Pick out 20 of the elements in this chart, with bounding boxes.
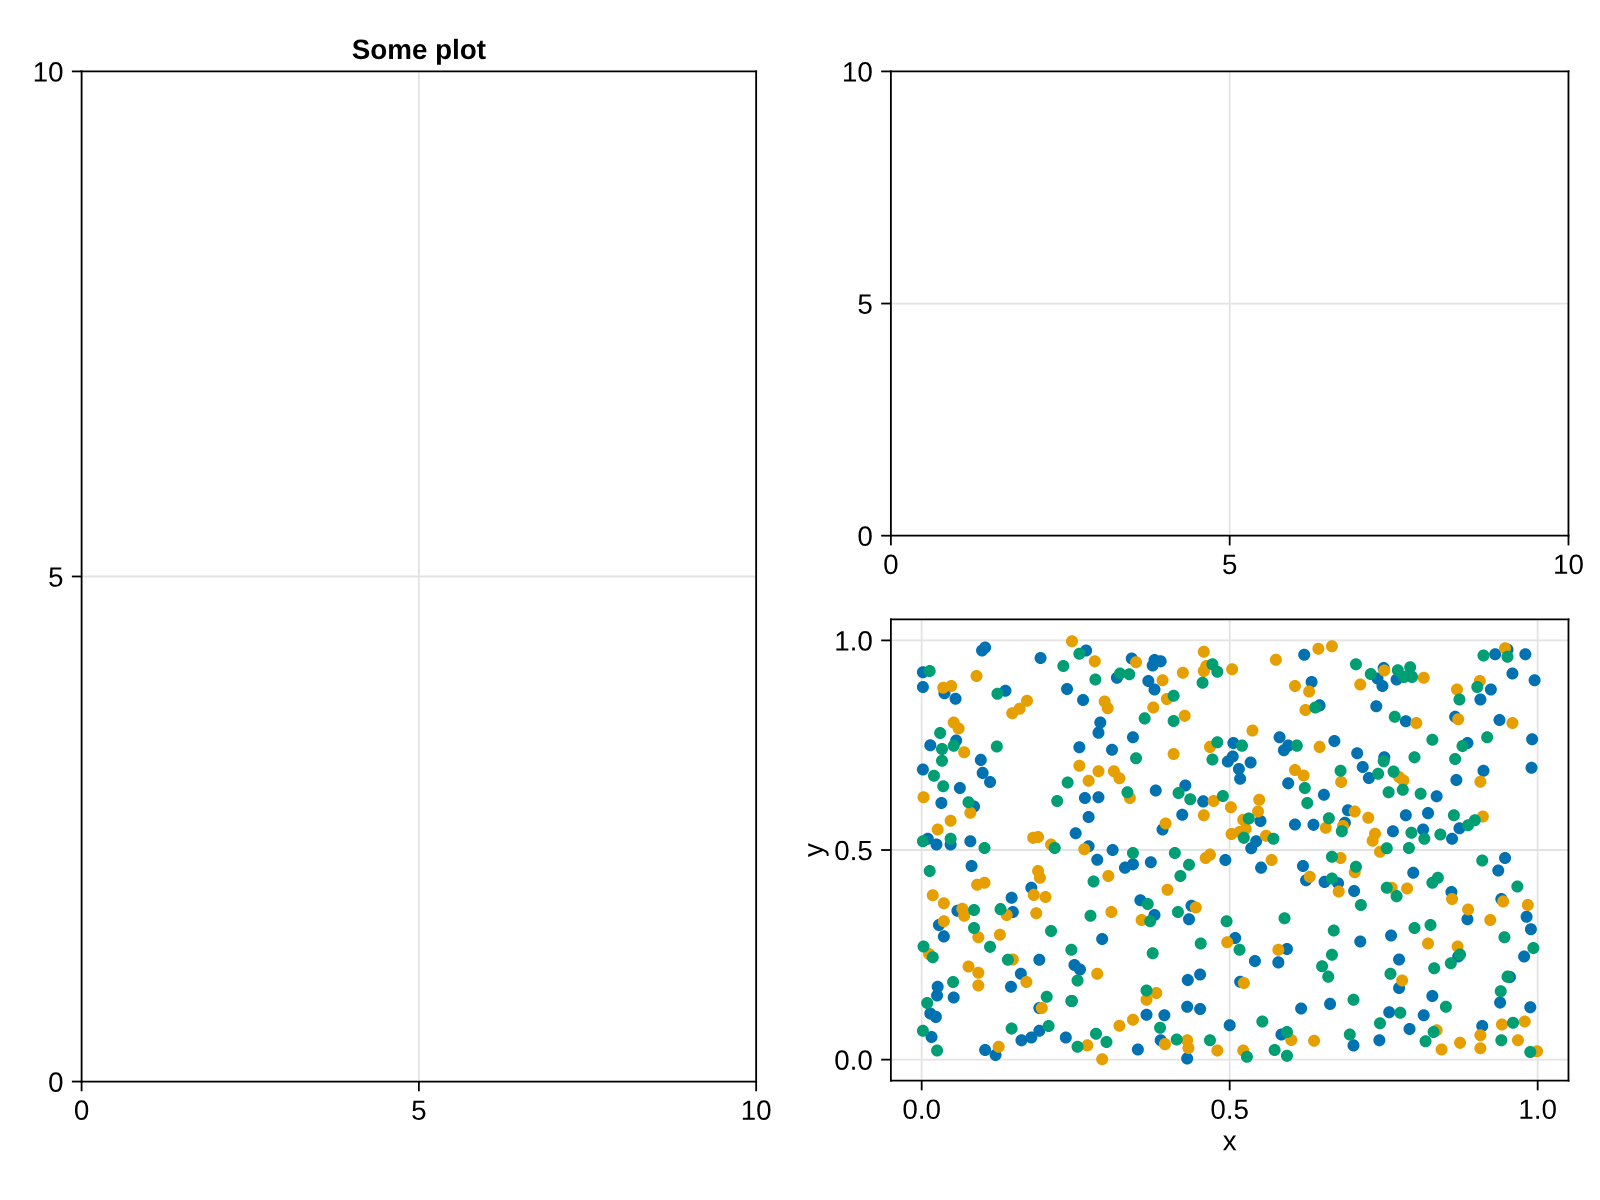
y-tick-label: 0: [49, 1072, 63, 1092]
x-tick-label: 10: [1555, 554, 1583, 575]
y-axis-title: y: [808, 843, 829, 857]
x-tick-label: 0: [74, 1100, 89, 1121]
y-tick-label: 10: [34, 62, 63, 82]
x-tick-label: 1.0: [1520, 1099, 1556, 1120]
x-tick-label: 0.0: [903, 1099, 940, 1120]
x-tick-label: 5: [1223, 554, 1237, 575]
y-tick-label: 1.0: [836, 631, 872, 651]
chart-title: Some plot: [352, 38, 486, 65]
x-axis-title: x: [1223, 1135, 1237, 1151]
y-tick-label: 0.5: [835, 840, 872, 861]
x-tick-label: 10: [742, 1100, 771, 1121]
x-tick-label: 0: [884, 554, 898, 575]
y-tick-label: 0.0: [835, 1050, 872, 1070]
x-tick-label: 5: [412, 1100, 426, 1121]
y-tick-label: 5: [858, 294, 872, 314]
y-tick-label: 0: [858, 526, 872, 547]
x-tick-label: 0.5: [1211, 1099, 1248, 1120]
y-tick-label: 10: [844, 62, 872, 82]
